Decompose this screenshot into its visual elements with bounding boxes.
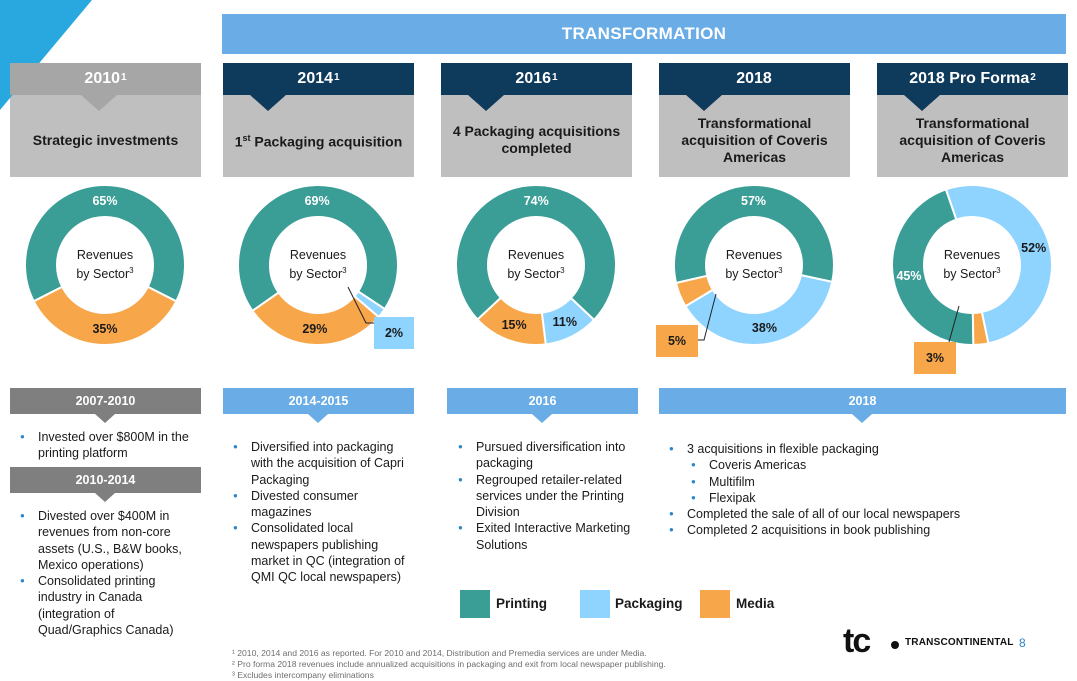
page-number: 8 xyxy=(1019,636,1026,650)
donut-center-label: Revenues by Sector3 xyxy=(289,248,347,282)
bullet-item: Flexipak xyxy=(669,490,1059,507)
footnote-2: ² Pro forma 2018 revenues include annual… xyxy=(232,659,666,669)
callout-media-2018-pro-forma: 3% xyxy=(914,342,956,374)
donut-center-label: Revenues by Sector3 xyxy=(507,248,565,282)
panel-head-2010-2014: 2010-2014 xyxy=(10,467,201,493)
donut-center-label: Revenues by Sector3 xyxy=(943,248,1001,282)
donut-slice-printing xyxy=(673,184,835,285)
bullet-item: Exited Interactive Marketing Solutions xyxy=(458,520,643,553)
donut-value-label-media: 29% xyxy=(302,322,327,336)
bullet-item: Divested consumer magazines xyxy=(233,488,418,521)
donut-value-label-printing: 57% xyxy=(741,194,766,208)
year-header-notch xyxy=(904,95,940,111)
donut-value-label-media: 35% xyxy=(92,322,117,336)
logo-dot-icon xyxy=(891,641,899,649)
company-logo-name: TRANSCONTINENTAL xyxy=(905,637,1014,648)
bullet-item: Consolidated printing industry in Canada… xyxy=(20,573,200,638)
legend-swatch-media xyxy=(700,590,730,618)
donut-slice-printing xyxy=(891,188,975,346)
donut-center-label: Revenues by Sector3 xyxy=(76,248,134,282)
year-header-notch xyxy=(468,95,504,111)
bullet-list-2018: 3 acquisitions in flexible packagingCove… xyxy=(669,441,1059,539)
donut-value-label-packaging: 52% xyxy=(1021,241,1046,255)
donut-value-label-printing: 74% xyxy=(524,194,549,208)
legend-label-media: Media xyxy=(736,596,775,611)
bullet-item: Invested over $800M in the printing plat… xyxy=(20,429,200,462)
footnote-3: ³ Excludes intercompany eliminations xyxy=(232,670,374,680)
bullet-item: Multifilm xyxy=(669,474,1059,491)
year-header-2018: 2018 xyxy=(659,63,850,95)
donut-value-label-printing: 65% xyxy=(92,194,117,208)
callout-media-2018: 5% xyxy=(656,325,698,357)
bullet-item: Pursued diversification into packaging xyxy=(458,439,643,472)
legend-swatch-printing xyxy=(460,590,490,618)
donut-slice-printing xyxy=(455,184,617,322)
donut-slice-media xyxy=(32,285,178,346)
panel-head-2016: 2016 xyxy=(447,388,638,414)
callout-leader-line xyxy=(698,293,717,341)
callout-leader-line xyxy=(347,286,374,324)
bullet-item: Divested over $400M in revenues from non… xyxy=(20,508,200,573)
panel-notch xyxy=(95,493,115,502)
year-header-2014: 2014 1 xyxy=(223,63,414,95)
panel-notch xyxy=(308,414,328,423)
transformation-banner: TRANSFORMATION xyxy=(222,14,1066,54)
panel-head-2014-2015: 2014-2015 xyxy=(223,388,414,414)
footnote-1: ¹ 2010, 2014 and 2016 as reported. For 2… xyxy=(232,648,647,658)
donut-chart-2016: 74% 11% 15% xyxy=(455,184,617,346)
bullet-item: Completed 2 acquisitions in book publish… xyxy=(669,522,1059,539)
donut-slice-media xyxy=(674,274,715,308)
donut-value-label-packaging: 11% xyxy=(553,315,577,329)
panel-notch xyxy=(95,414,115,423)
donut-value-label-packaging: 38% xyxy=(752,321,777,335)
panel-head-2007-2010: 2007-2010 xyxy=(10,388,201,414)
donut-chart-2018: 57% 38% xyxy=(673,184,835,346)
year-header-notch xyxy=(81,95,117,111)
bullet-list-2007-2010: Invested over $800M in the printing plat… xyxy=(20,429,200,462)
bullet-item: 3 acquisitions in flexible packaging xyxy=(669,441,1059,458)
donut-value-label-printing: 69% xyxy=(305,194,330,208)
year-header-notch xyxy=(686,95,722,111)
company-logo-mark: tc xyxy=(843,622,871,660)
donut-slice-media xyxy=(251,291,381,346)
callout-leader-line xyxy=(948,305,960,343)
bullet-item: Consolidated local newspapers publishing… xyxy=(233,520,418,585)
donut-value-label-printing: 45% xyxy=(896,269,921,283)
legend-swatch-packaging xyxy=(580,590,610,618)
year-header-notch xyxy=(250,95,286,111)
bullet-item: Completed the sale of all of our local n… xyxy=(669,506,1059,523)
legend-label-packaging: Packaging xyxy=(615,596,683,611)
donut-chart-2014: 69% 29% xyxy=(237,184,399,346)
donut-slice-printing xyxy=(237,184,399,313)
donut-slice-media xyxy=(476,296,547,346)
panel-head-2018: 2018 xyxy=(659,388,1066,414)
donut-value-label-media: 15% xyxy=(502,318,527,332)
bullet-list-2014-2015: Diversified into packaging with the acqu… xyxy=(233,439,418,586)
donut-slice-packaging xyxy=(684,273,834,346)
panel-notch xyxy=(852,414,872,423)
bullet-item: Regrouped retailer-related services unde… xyxy=(458,472,643,521)
bullet-item: Diversified into packaging with the acqu… xyxy=(233,439,418,488)
legend-label-printing: Printing xyxy=(496,596,547,611)
callout-packaging-2014: 2% xyxy=(374,317,414,349)
bullet-list-2016: Pursued diversification into packagingRe… xyxy=(458,439,643,553)
year-header-2010: 2010 1 xyxy=(10,63,201,95)
donut-slice-media xyxy=(971,310,990,347)
donut-chart-2018-pro-forma: 45% 52% xyxy=(891,184,1054,347)
year-header-2018-pro-forma: 2018 Pro Forma 2 xyxy=(877,63,1068,95)
donut-center-label: Revenues by Sector3 xyxy=(725,248,783,282)
panel-notch xyxy=(532,414,552,423)
donut-slice-printing xyxy=(24,184,186,303)
donut-chart-2010: 65% 35% xyxy=(24,184,186,346)
donut-slice-packaging xyxy=(944,184,1054,345)
year-header-2016: 2016 1 xyxy=(441,63,632,95)
bullet-list-2010-2014: Divested over $400M in revenues from non… xyxy=(20,508,200,638)
bullet-item: Coveris Americas xyxy=(669,457,1059,474)
